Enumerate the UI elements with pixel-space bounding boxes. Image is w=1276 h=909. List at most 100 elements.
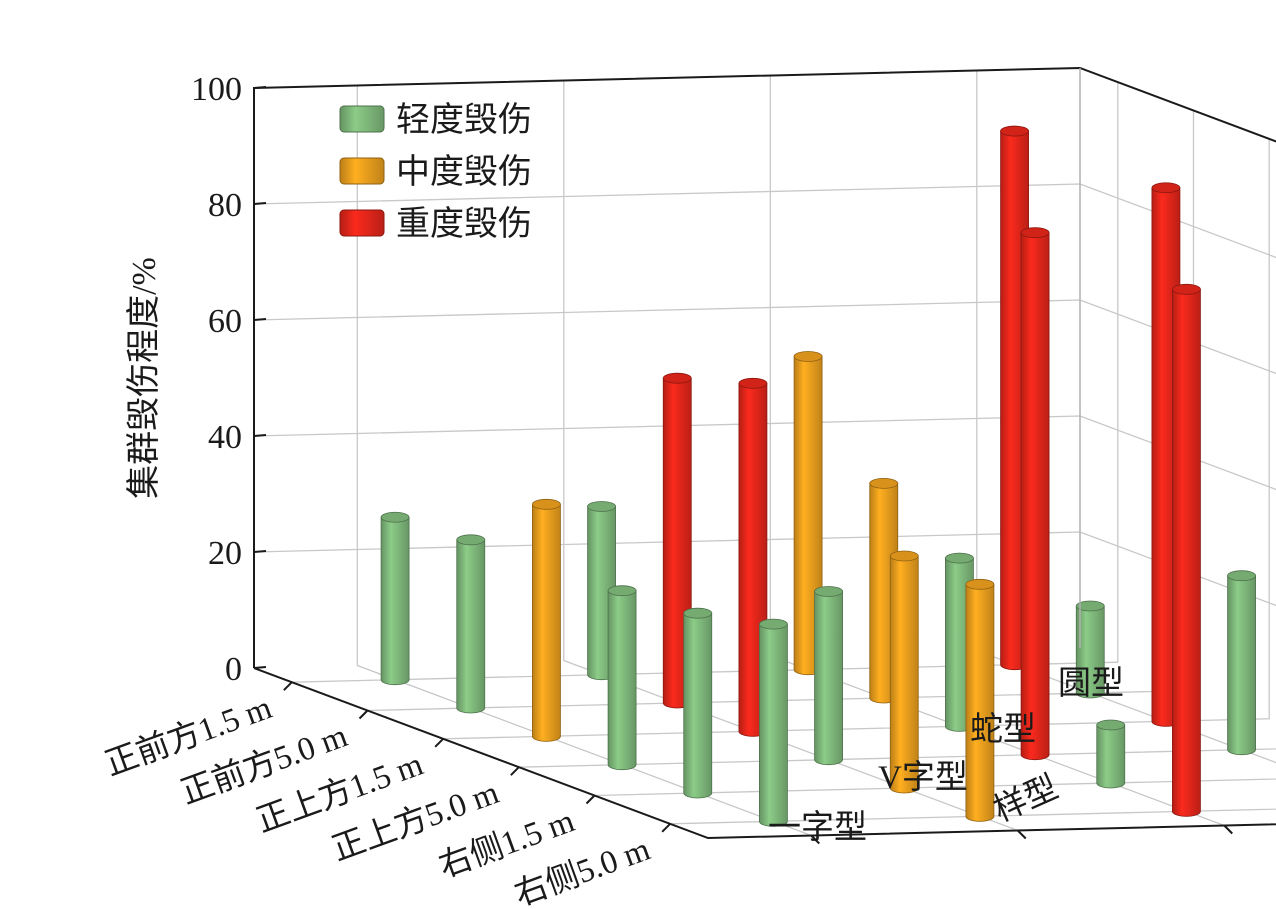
bar-top <box>1096 719 1126 731</box>
bar-top <box>793 351 823 362</box>
bar-body <box>1020 232 1050 761</box>
legend-label: 重度毁伤 <box>396 205 532 243</box>
bar <box>1096 719 1126 789</box>
x-gridline <box>594 778 1276 797</box>
bar-top <box>1151 182 1181 194</box>
y-gridline <box>563 80 1019 832</box>
legend-label: 中度毁伤 <box>396 153 532 191</box>
bar-body <box>889 555 919 794</box>
bar <box>683 607 713 799</box>
bar <box>532 498 561 742</box>
z-ticks: 0 20 40 60 80 100 <box>191 71 267 688</box>
bar-top <box>456 534 486 546</box>
bar-body <box>607 590 637 771</box>
bar <box>1075 600 1105 699</box>
bar <box>1172 283 1201 817</box>
x-tick <box>585 794 596 805</box>
z-axis-title: 集群毁伤程度/% <box>125 257 163 499</box>
bar <box>1020 227 1050 761</box>
x-gridline <box>443 138 1270 740</box>
legend-label: 轻度毁伤 <box>396 101 532 139</box>
y-category-label: 圆型 <box>1058 666 1124 702</box>
bar <box>380 511 410 686</box>
bar-top <box>738 377 768 389</box>
z-tick-label: 80 <box>208 187 242 224</box>
y-extra-label: 样型 <box>988 769 1063 830</box>
legend-swatch <box>339 209 385 237</box>
bar-top <box>1227 570 1256 582</box>
bar-top <box>945 552 974 564</box>
legend-item: 轻度毁伤 <box>339 101 532 139</box>
x-gridline <box>670 808 1276 825</box>
z-tick <box>253 434 267 437</box>
bar-top <box>1075 600 1105 612</box>
bar-top <box>1000 125 1029 137</box>
bar-body <box>1096 724 1126 789</box>
y-tick <box>1017 829 1027 840</box>
bar-body <box>1227 575 1256 756</box>
x-gridline <box>518 748 1276 768</box>
bar-top <box>532 498 561 510</box>
z-tick-label: 0 <box>225 651 242 688</box>
z-tick-label: 20 <box>208 535 242 572</box>
bar-body <box>380 516 410 686</box>
bar <box>759 618 788 827</box>
bar-body <box>759 623 788 827</box>
bar <box>965 578 995 822</box>
z-tick <box>253 318 267 321</box>
bar-top <box>380 511 410 523</box>
legend-item: 重度毁伤 <box>339 205 532 243</box>
bar-top <box>814 586 843 597</box>
z-tick-label: 40 <box>208 419 242 456</box>
bar-body <box>532 503 561 742</box>
bar-top <box>889 550 919 562</box>
bar-body <box>814 591 843 766</box>
bar-body <box>456 539 486 714</box>
x-tick <box>283 681 293 691</box>
bar-top <box>662 372 692 384</box>
bar-top <box>965 578 995 590</box>
z-tick <box>253 202 267 205</box>
y-category-label: V字型 <box>878 759 968 796</box>
bar-top <box>869 477 899 489</box>
z-tick-label: 100 <box>191 71 242 108</box>
bars <box>380 125 1256 827</box>
bar <box>607 585 637 771</box>
bar-top <box>607 585 637 597</box>
axis-frame <box>253 66 1276 840</box>
bar <box>889 550 919 794</box>
y-category-label: 蛇型 <box>970 711 1036 748</box>
x-tick <box>434 738 444 748</box>
bar-body <box>683 612 713 799</box>
bar <box>814 586 843 766</box>
bar-top <box>1020 227 1050 239</box>
z-tick <box>253 666 267 669</box>
legend-swatch <box>339 157 385 185</box>
bar-top <box>759 618 788 630</box>
floor-edge-front <box>253 667 1276 840</box>
bar <box>1227 570 1256 756</box>
x-tick <box>661 823 671 833</box>
legend-item: 中度毁伤 <box>339 153 532 191</box>
y-gridline <box>356 85 812 837</box>
bar-top <box>683 607 713 619</box>
y-category-label: 一字型 <box>768 809 867 846</box>
bar-body <box>1075 605 1105 699</box>
x-gridline <box>291 82 1119 683</box>
x-tick <box>358 709 369 720</box>
bar-body <box>1172 288 1201 817</box>
x-tick <box>510 766 520 776</box>
legend-swatch <box>339 105 385 133</box>
bar-body <box>965 583 995 822</box>
z-tick <box>253 86 267 89</box>
bar-top <box>1172 283 1201 295</box>
z-tick-label: 60 <box>208 303 242 340</box>
z-tick <box>253 550 267 553</box>
y-tick <box>1223 824 1233 835</box>
bar-top <box>587 501 616 512</box>
y-tick <box>810 834 820 845</box>
bar <box>456 534 486 714</box>
